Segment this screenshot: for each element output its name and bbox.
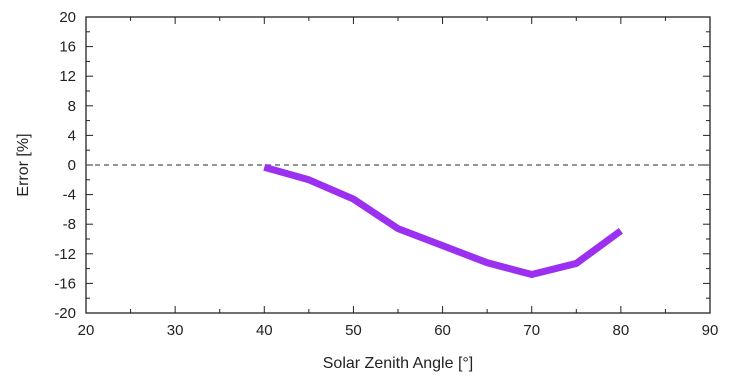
y-tick-label: 8 (68, 98, 76, 115)
x-tick-label: 90 (702, 322, 719, 339)
y-tick-label: -4 (63, 187, 76, 204)
x-tick-label: 30 (167, 322, 184, 339)
series-layer (264, 167, 621, 275)
y-tick-label: 4 (68, 127, 76, 144)
y-tick-label: -12 (54, 246, 76, 263)
x-tick-label: 70 (523, 322, 540, 339)
x-tick-label: 40 (256, 322, 273, 339)
x-tick-label: 60 (434, 322, 451, 339)
y-tick-label: 20 (59, 9, 76, 26)
series-line (264, 167, 621, 274)
x-tick-label: 80 (613, 322, 630, 339)
y-tick-label: -8 (63, 216, 76, 233)
y-tick-label: 16 (59, 39, 76, 56)
y-tick-label: -20 (54, 305, 76, 322)
y-axis-label: Error [%] (15, 133, 32, 196)
y-tick-label: 12 (59, 68, 76, 85)
x-tick-label: 20 (78, 322, 95, 339)
x-axis-label: Solar Zenith Angle [°] (323, 355, 473, 372)
x-tick-label: 50 (345, 322, 362, 339)
y-tick-label: -16 (54, 275, 76, 292)
y-tick-label: 0 (68, 157, 76, 174)
